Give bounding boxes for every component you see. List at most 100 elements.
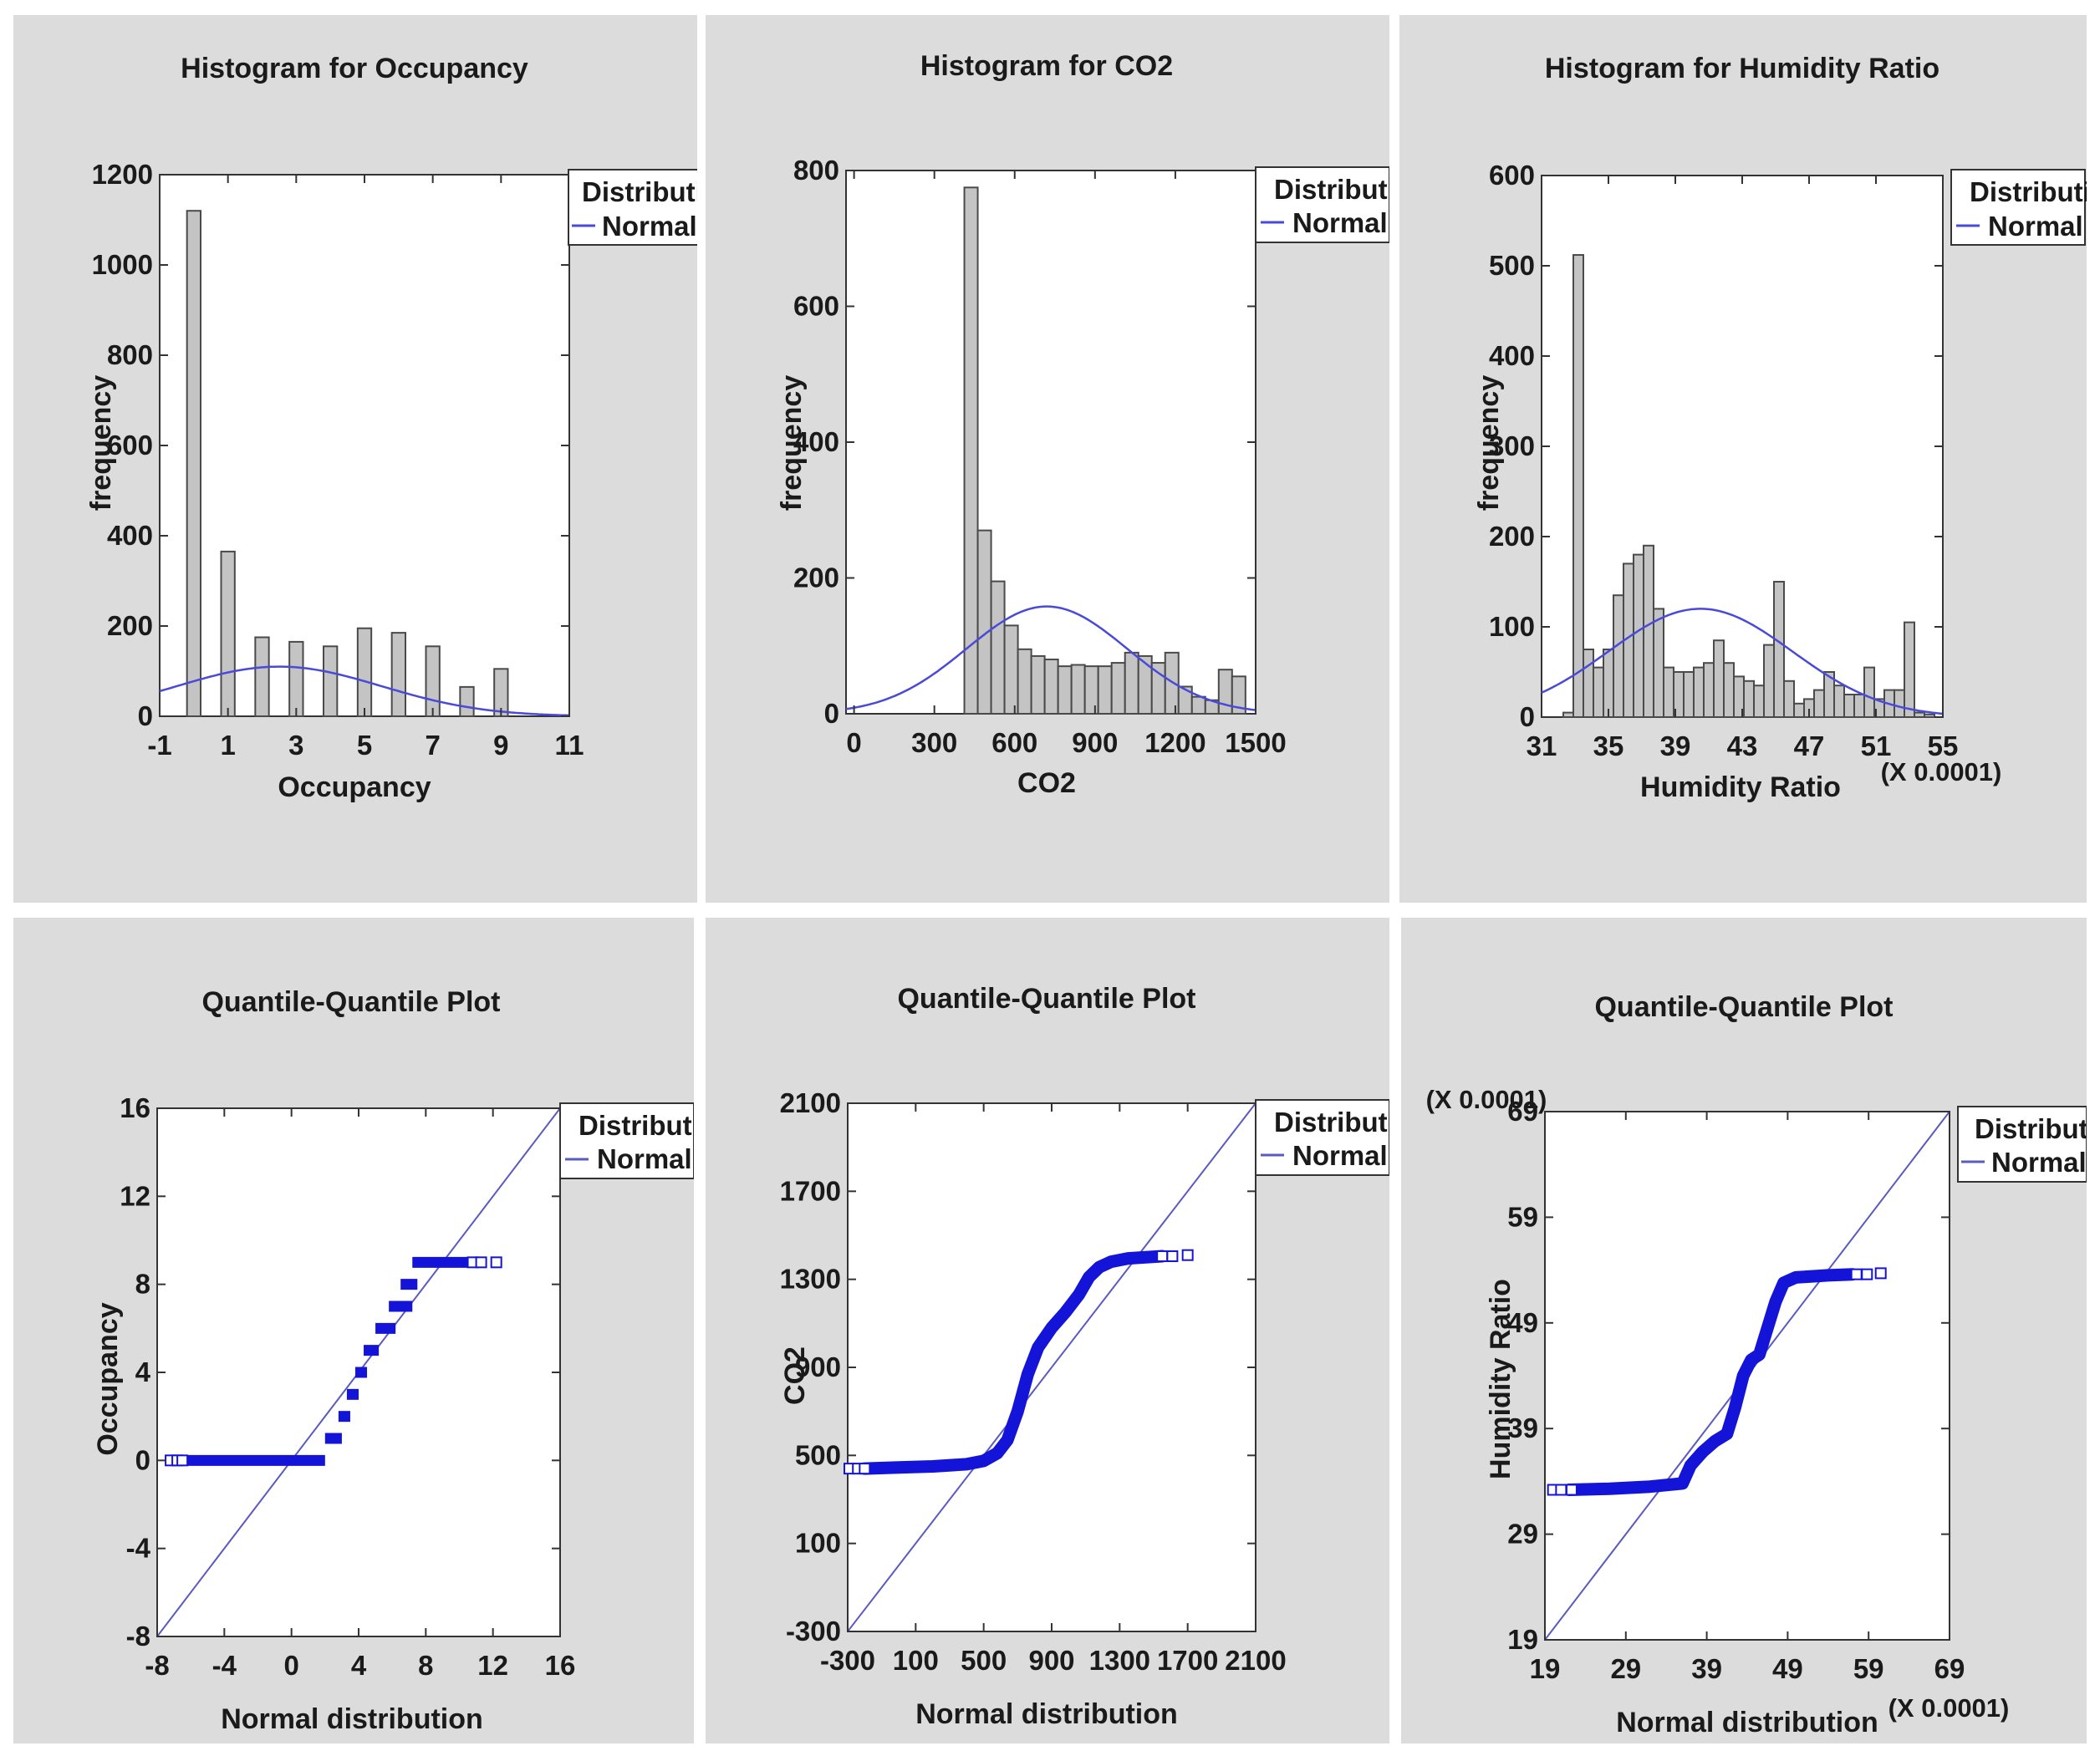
histogram-bar xyxy=(425,645,441,717)
histogram-bar xyxy=(963,186,979,715)
y-tick-label: 400 xyxy=(107,520,153,551)
plot-area xyxy=(1541,175,1944,718)
quantile-point xyxy=(1861,1268,1873,1280)
quantile-point xyxy=(1874,1267,1887,1280)
histogram-bar xyxy=(1843,694,1855,718)
histogram-bar xyxy=(1583,649,1594,718)
legend: Distributio Normal xyxy=(1255,166,1389,243)
histogram-bar xyxy=(1030,654,1046,715)
chart-qq-occupancy: Quantile-Quantile Plot -8 -4 0 4 8 12 16 -8 -4 0 4… xyxy=(92,986,694,1735)
normal-curve xyxy=(1541,608,1944,715)
quantile-point xyxy=(859,1463,871,1475)
x-tick-label: 55 xyxy=(1928,730,1959,761)
legend-item: Normal xyxy=(1991,1147,2087,1178)
y-tick-label: 100 xyxy=(795,1528,841,1559)
x-axis-label: Humidity Ratio xyxy=(1640,771,1841,803)
legend-item: Normal xyxy=(597,1143,692,1174)
legend-box xyxy=(568,169,697,246)
histogram-bar xyxy=(1017,648,1032,715)
y-tick-label: 400 xyxy=(1489,340,1535,371)
quantile-point xyxy=(1181,1249,1194,1261)
x-tick-label: 1200 xyxy=(1144,727,1205,758)
legend: Distributio Normal xyxy=(1957,1106,2087,1183)
histogram-bar xyxy=(1783,679,1795,718)
x-tick-label: 0 xyxy=(283,1650,298,1681)
y-tick-label: 400 xyxy=(793,426,839,457)
y-tick-label: 1200 xyxy=(92,159,153,190)
plot-area xyxy=(845,170,1256,715)
histogram-bar xyxy=(390,632,406,717)
histogram-bar xyxy=(1070,664,1086,715)
legend: Distributio Normal xyxy=(1255,1099,1389,1176)
x-tick-label: 2100 xyxy=(1225,1645,1286,1676)
histogram-bar xyxy=(1097,665,1113,715)
y-tick-label: 300 xyxy=(1489,430,1535,461)
normal-curve xyxy=(845,605,1256,711)
x-tick-label: 43 xyxy=(1727,730,1758,761)
histogram-bar xyxy=(990,580,1006,715)
x-tick-label: 69 xyxy=(1934,1653,1965,1684)
histogram-bar xyxy=(1124,651,1139,715)
reference-line xyxy=(847,1102,1256,1632)
histogram-bar xyxy=(288,640,304,718)
y-axis-label: frequency xyxy=(85,375,117,512)
histogram-bar xyxy=(1003,624,1019,715)
histogram-bar xyxy=(1683,671,1695,718)
y-axis-label: Occupancy xyxy=(92,1302,124,1455)
histogram-bar xyxy=(323,645,339,717)
histogram-bar xyxy=(1863,666,1875,718)
y-tick-label: 69 xyxy=(1507,1096,1538,1127)
histogram-bar xyxy=(1763,644,1775,718)
histogram-bar xyxy=(1572,254,1584,719)
y-tick-label: 600 xyxy=(1489,160,1535,191)
chart-hist-humidity-ratio: Histogram for Humidity Ratio 0 100 200 300 4… xyxy=(1473,53,2087,803)
x-tick-label: 100 xyxy=(893,1645,939,1676)
panel-hist-occupancy: Histogram for Occupancy 0 200 400 600 800 100… xyxy=(13,15,697,903)
y-tick-label: 1000 xyxy=(92,249,153,280)
chart-title: Histogram for Occupancy xyxy=(181,53,528,84)
histogram-bar xyxy=(1693,666,1705,718)
chart-title: Quantile-Quantile Plot xyxy=(1594,991,1893,1023)
y-tick-label: 16 xyxy=(120,1092,150,1123)
y-tick-label: 800 xyxy=(107,339,153,370)
y-tick-label: 600 xyxy=(793,291,839,322)
x-tick-label: 39 xyxy=(1691,1653,1722,1684)
histogram-bar xyxy=(1043,659,1059,715)
histogram-bar xyxy=(976,529,992,715)
x-tick-label: 51 xyxy=(1861,730,1892,761)
y-axis-label: frequency xyxy=(776,375,808,512)
x-tick-label: 47 xyxy=(1794,730,1825,761)
histogram-bar xyxy=(1057,665,1073,715)
histogram-bar xyxy=(1723,662,1735,719)
x-tick-label: 500 xyxy=(961,1645,1007,1676)
panel-hist-humidity-ratio: Histogram for Humidity Ratio 0 100 200 300 4… xyxy=(1399,15,2087,903)
legend-item: Normal xyxy=(1292,1140,1388,1171)
y-axis-label: frequency xyxy=(1473,375,1505,512)
y-tick-label: 59 xyxy=(1507,1201,1538,1232)
x-tick-label: 3 xyxy=(288,730,303,761)
y-tick-label: 1300 xyxy=(780,1264,841,1295)
chart-qq-co2: Quantile-Quantile Plot -300 100 500 900 1300… xyxy=(779,983,1389,1730)
legend-item: Normal xyxy=(602,211,697,242)
y-tick-label: 600 xyxy=(107,430,153,461)
quantile-point xyxy=(1850,1268,1863,1280)
quantile-point xyxy=(490,1256,502,1269)
histogram-bar xyxy=(1753,685,1765,719)
histogram-bar xyxy=(220,550,236,718)
x-tick-label: 5 xyxy=(357,730,372,761)
y-tick-label: 200 xyxy=(107,610,153,641)
x-tick-label: 11 xyxy=(555,730,584,761)
x-tick-label: 35 xyxy=(1593,730,1624,761)
x-tick-label: 1 xyxy=(220,730,235,761)
y-tick-label: 29 xyxy=(1507,1519,1538,1550)
quantile-point xyxy=(1565,1484,1578,1496)
histogram-bar xyxy=(1663,666,1674,718)
y-tick-label: 49 xyxy=(1507,1307,1538,1338)
y-tick-label: 39 xyxy=(1507,1412,1538,1443)
y-tick-label: 8 xyxy=(135,1269,150,1300)
quantile-point xyxy=(176,1454,189,1467)
x-tick-label: 1300 xyxy=(1089,1645,1150,1676)
panel-qq-humidity-ratio: Quantile-Quantile Plot 19 29 39 49 59 69 19 29 3… xyxy=(1401,918,2087,1743)
y-tick-label: 500 xyxy=(1489,250,1535,281)
